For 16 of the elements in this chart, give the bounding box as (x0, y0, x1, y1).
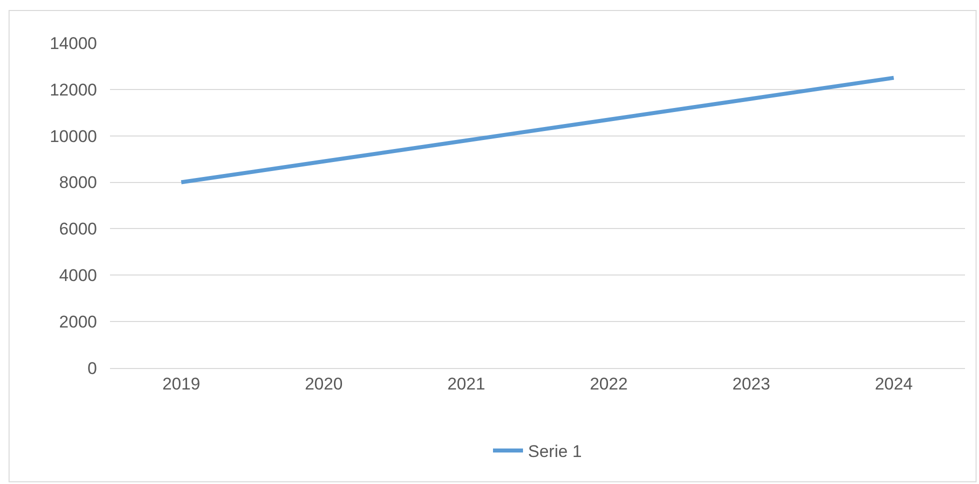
x-tick-label: 2022 (590, 374, 628, 394)
legend-label: Serie 1 (528, 442, 582, 462)
x-tick-label: 2023 (732, 374, 770, 394)
x-tick-label: 2024 (874, 374, 913, 394)
y-tick-label: 10000 (50, 126, 97, 146)
y-tick-label: 14000 (50, 34, 97, 53)
y-tick-label: 2000 (59, 312, 97, 332)
x-tick-label: 2019 (162, 374, 200, 394)
y-tick-label: 4000 (59, 266, 97, 286)
line-series (179, 76, 896, 184)
x-tick-label: 2020 (304, 374, 343, 394)
y-tick-label: 0 (88, 358, 97, 378)
y-tick-label: 12000 (50, 80, 97, 100)
y-tick-label: 8000 (59, 173, 97, 192)
x-tick-label: 2021 (447, 374, 486, 394)
y-tick-label: 6000 (59, 220, 97, 239)
